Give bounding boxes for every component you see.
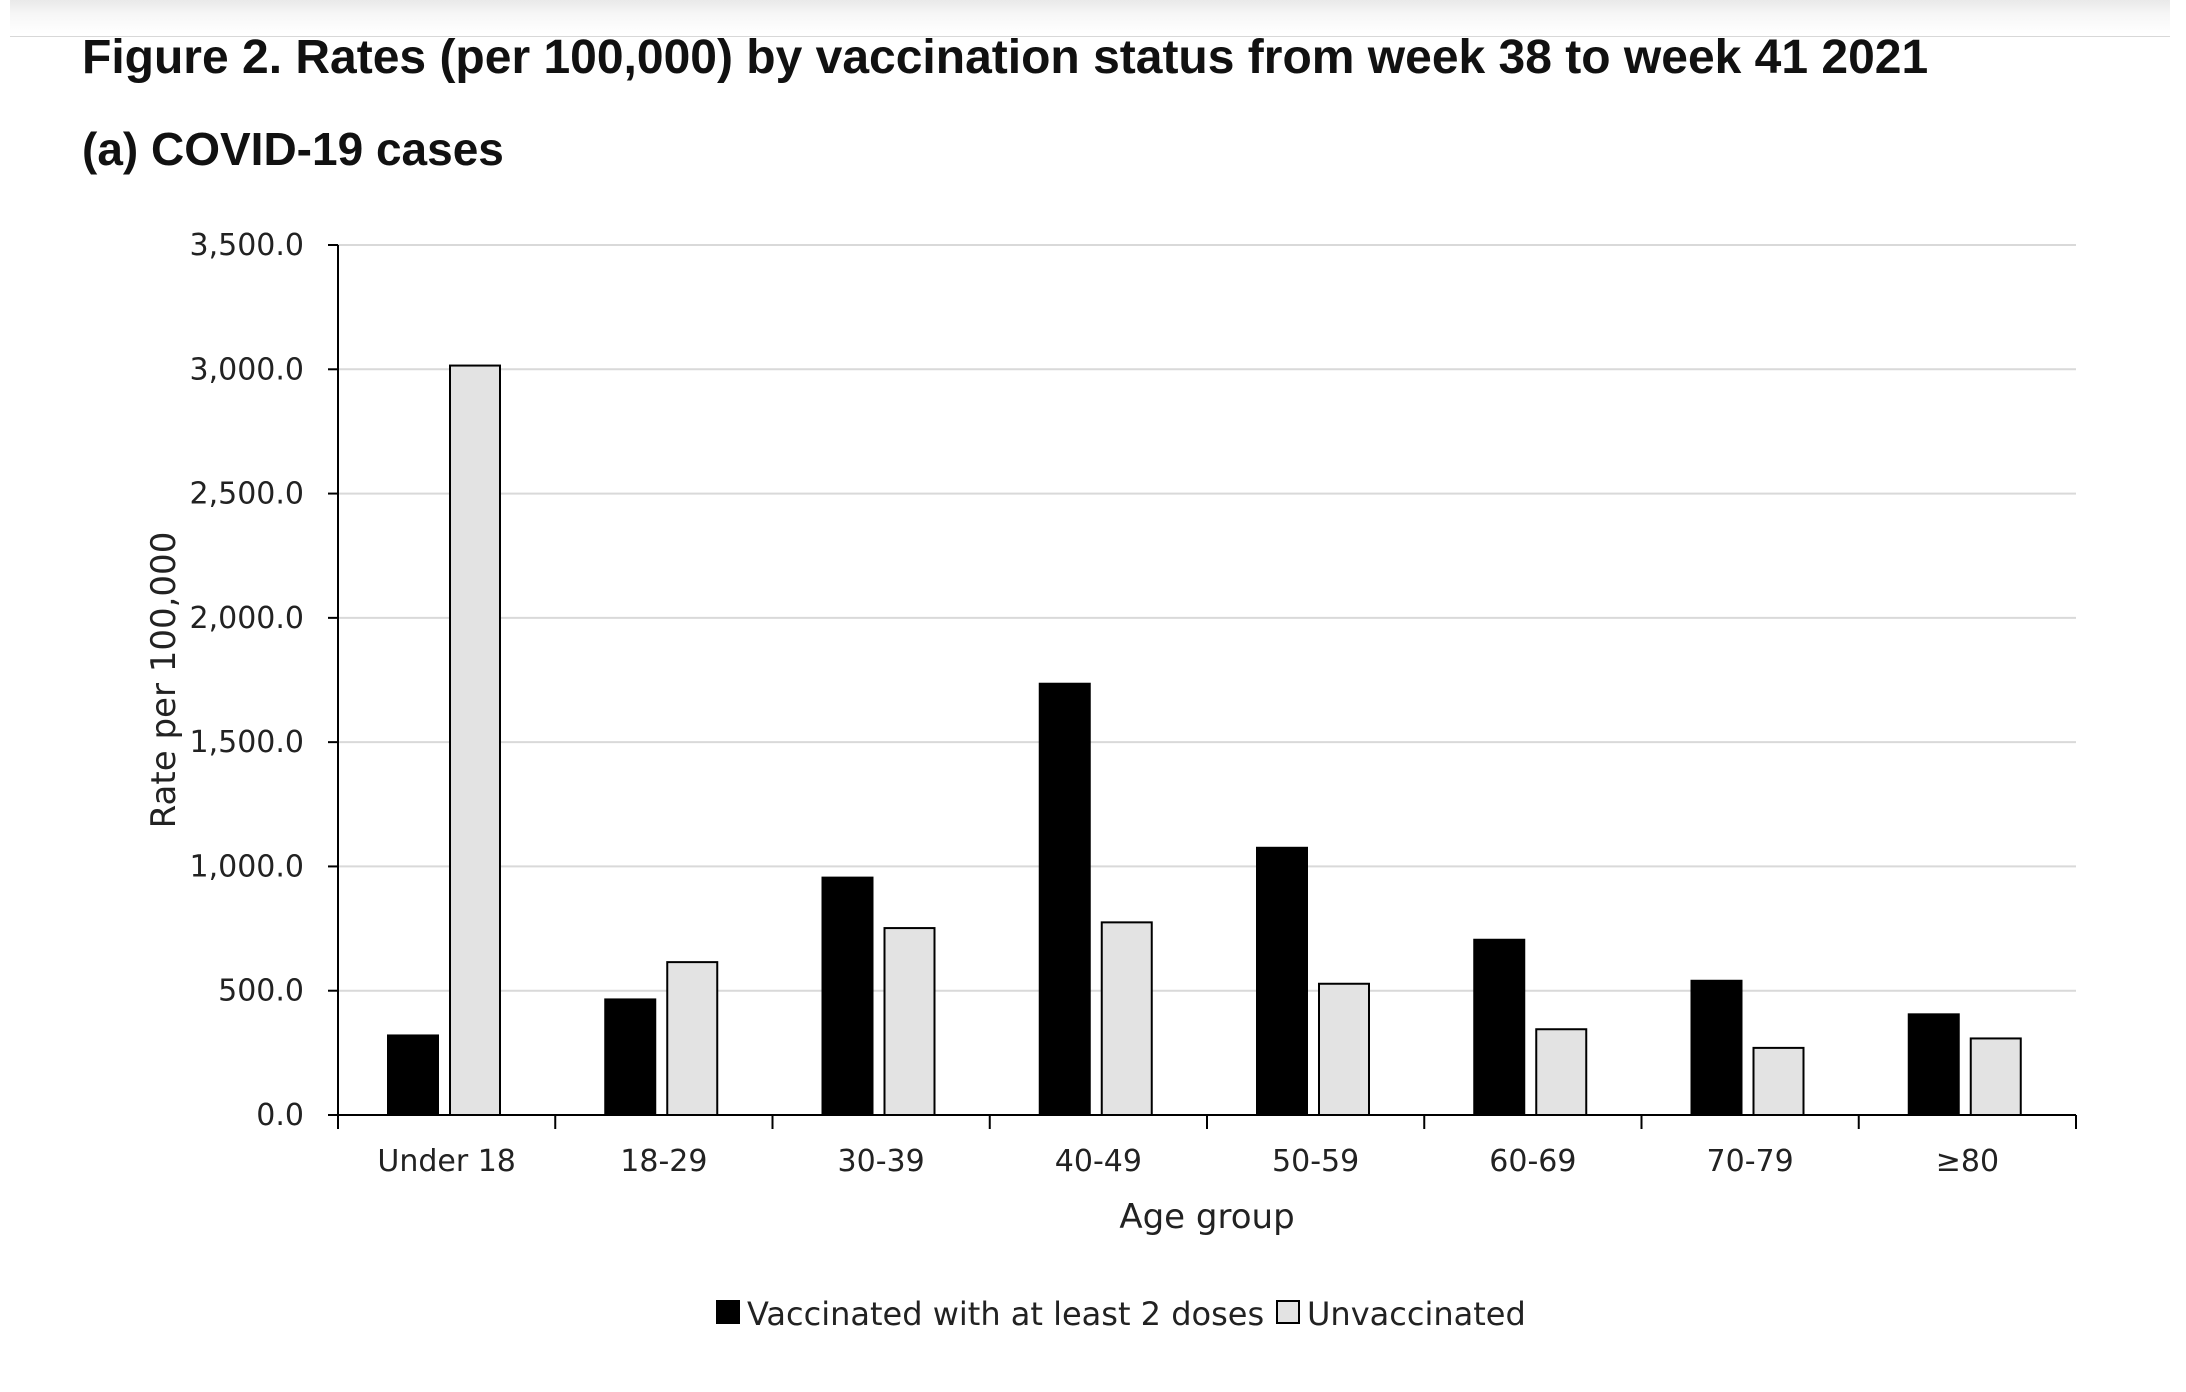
bar-vaccinated xyxy=(1690,979,1743,1116)
bar-vaccinated xyxy=(604,998,657,1117)
y-tick-label: 1,000.0 xyxy=(189,849,304,884)
axes xyxy=(328,244,2077,1129)
y-tick-label: 1,500.0 xyxy=(189,725,304,760)
gridlines xyxy=(338,244,2076,992)
bar-vaccinated xyxy=(821,876,874,1116)
legend: Vaccinated with at least 2 doses Unvaccin… xyxy=(716,1295,1526,1333)
bar-vaccinated xyxy=(1038,682,1091,1116)
x-tick-label: 60-69 xyxy=(1489,1144,1576,1179)
x-tick-label: Under 18 xyxy=(377,1144,516,1179)
x-tick-label: 18-29 xyxy=(620,1144,707,1179)
bar-unvaccinated xyxy=(1969,1037,2022,1116)
x-tick-label: 30-39 xyxy=(838,1144,925,1179)
legend-swatch-unvaccinated xyxy=(1276,1300,1300,1324)
figure-subtitle: (a) COVID-19 cases xyxy=(82,123,504,175)
x-tick-labels: Under 18 18-29 30-39 40-49 50-59 60-69 70-79 ≥8… xyxy=(377,1144,1999,1179)
legend-label-vaccinated: Vaccinated with at least 2 doses xyxy=(747,1295,1264,1333)
x-axis-title: Age group xyxy=(1119,1197,1294,1237)
y-tick-labels: 0.0 500.0 1,000.0 1,500.0 2,000.0 2,500.0 3,00… xyxy=(189,228,304,1133)
bar-vaccinated xyxy=(1473,938,1526,1116)
bar-unvaccinated xyxy=(1752,1046,1805,1117)
x-tick-label: 70-79 xyxy=(1707,1144,1794,1179)
y-tick-label: 2,500.0 xyxy=(189,477,304,512)
top-rule xyxy=(10,0,2170,37)
bar-unvaccinated xyxy=(883,927,936,1116)
bar-vaccinated xyxy=(1907,1013,1960,1116)
bar-unvaccinated xyxy=(1535,1028,1588,1116)
x-tick-label: 50-59 xyxy=(1272,1144,1359,1179)
legend-label-unvaccinated: Unvaccinated xyxy=(1307,1295,1526,1333)
x-tick-label: ≥80 xyxy=(1936,1144,1999,1179)
y-tick-label: 2,000.0 xyxy=(189,601,304,636)
bar-vaccinated xyxy=(387,1034,439,1117)
x-tick-label: 40-49 xyxy=(1055,1144,1142,1179)
figure-title: Figure 2. Rates (per 100,000) by vaccina… xyxy=(82,31,1929,84)
y-tick-label: 500.0 xyxy=(218,974,304,1009)
bar-unvaccinated xyxy=(449,364,501,1116)
legend-swatch-vaccinated xyxy=(716,1300,740,1324)
bars xyxy=(387,364,2022,1117)
bar-unvaccinated xyxy=(1318,982,1370,1116)
y-tick-label: 0.0 xyxy=(256,1098,304,1133)
y-axis-title: Rate per 100,000 xyxy=(144,532,184,829)
y-tick-label: 3,000.0 xyxy=(189,352,304,387)
y-tick-label: 3,500.0 xyxy=(189,228,304,263)
bar-unvaccinated xyxy=(1100,921,1153,1116)
bar-vaccinated xyxy=(1256,846,1308,1116)
bar-unvaccinated xyxy=(666,961,719,1117)
